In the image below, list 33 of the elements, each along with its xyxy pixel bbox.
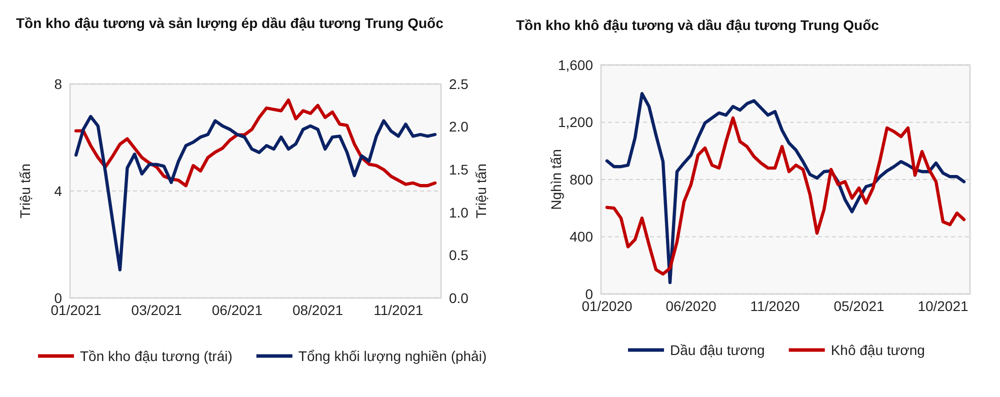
chart-title: Tồn kho khô đậu tương và dầu đậu tương Trung Quốc [516,17,880,33]
y-axis-title: Nghìn tấn [548,149,564,210]
x-tick-label: 06/2020 [666,298,717,314]
line-series [605,92,966,284]
y2-tick-label: 2.0 [449,118,469,135]
x-tick-label: 11/2021 [374,302,424,318]
line-series [74,98,437,188]
x-tick-label: 05/2021 [834,298,885,314]
y2-tick-label: 1.5 [449,162,469,178]
line-series [605,116,966,276]
x-tick-label: 11/2020 [750,298,800,314]
y2-axis-title: Triệu tấn [473,164,489,218]
y-tick-label: 4 [54,182,62,199]
legend-label: Tổng khối lượng nghiền (phải) [298,348,487,364]
chart-title: Tồn kho đậu tương và sản lượng ép dầu đậu tương Trung Quốc [16,15,444,31]
y-tick-label: 8 [54,76,62,92]
y2-tick-label: 1.0 [449,204,469,220]
y2-tick-label: 0.0 [449,290,469,306]
x-tick-label: 10/2021 [918,298,969,314]
y2-tick-label: 0.5 [449,247,469,264]
y2-tick-label: 2.5 [449,76,469,92]
x-tick-label: 06/2021 [212,302,263,318]
y-axis-title: Triệu tấn [17,164,33,218]
legend-label: Khô đậu tương [830,342,925,358]
y-tick-label: 1,600 [558,56,594,73]
legend-label: Tồn kho đậu tương (trái) [80,348,232,364]
y-tick-label: 400 [570,228,594,245]
x-tick-label: 08/2021 [292,302,344,318]
x-tick-label: 03/2021 [131,302,182,318]
line-series [74,114,437,272]
y-tick-label: 1,200 [558,114,594,130]
y-tick-label: 800 [570,171,594,188]
legend-label: Dầu đậu tương [670,342,765,358]
